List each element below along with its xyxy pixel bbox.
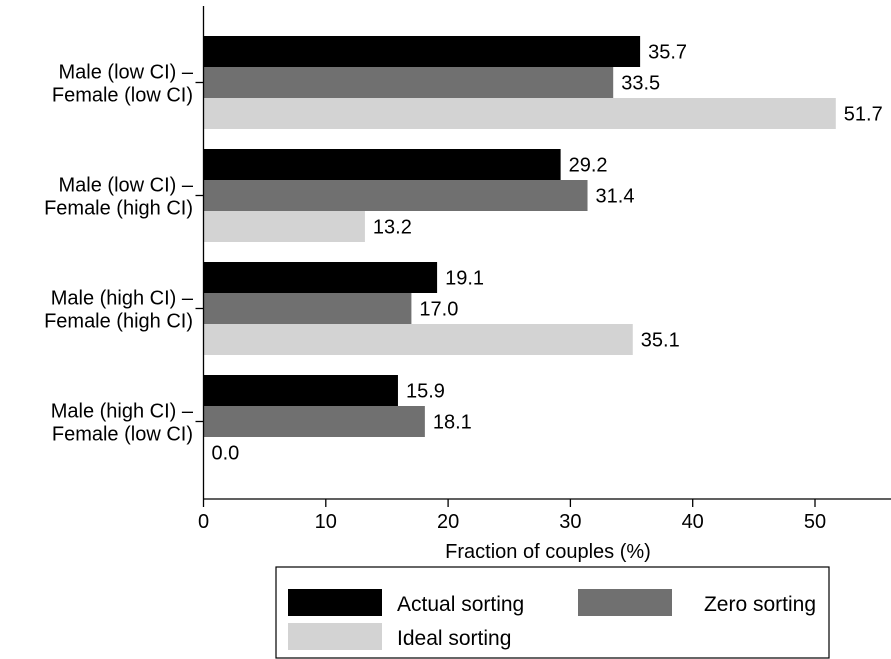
x-tick-label: 10: [315, 511, 337, 533]
value-label: 15.9: [406, 381, 445, 403]
category-label: Male (low CI) – Female (high CI): [44, 175, 194, 220]
value-label: 0.0: [212, 443, 240, 465]
category-labels-layer: Male (low CI) – Female (low CI)Male (low …: [44, 62, 194, 446]
bar-ideal-sorting-1: [203, 98, 836, 129]
value-labels-layer: 35.7 29.2 19.1 15.9 33.5 31.4 17.0 18.1 51.7 13.2…: [212, 42, 883, 465]
value-label: 51.7: [844, 104, 883, 126]
value-label: 17.0: [419, 299, 458, 321]
value-label: 19.1: [445, 268, 484, 290]
x-tick-label: 30: [559, 511, 581, 533]
bar-ideal-sorting-2: [203, 211, 365, 242]
category-label-line: Male (high CI) –: [51, 401, 194, 423]
legend-swatch: [288, 623, 382, 650]
x-axis-title: Fraction of couples (%): [445, 541, 651, 563]
bar-actual-sorting-4: [203, 375, 398, 406]
bar-actual-sorting-2: [203, 149, 561, 180]
value-label: 35.7: [648, 42, 687, 64]
y-ticks-layer: [195, 81, 204, 423]
bar-zero-sorting-3: [203, 293, 412, 324]
category-label-line: Male (low CI) –: [59, 62, 194, 84]
x-ticks-layer: 0 10 20 30 40 50: [198, 499, 826, 533]
bar-actual-sorting-1: [203, 36, 641, 67]
legend-label: Ideal sorting: [397, 627, 511, 650]
legend-label: Actual sorting: [397, 593, 524, 616]
bar-zero-sorting-4: [203, 406, 425, 437]
category-label-line: Female (high CI): [44, 198, 193, 220]
legend-swatch: [578, 589, 672, 616]
value-label: 35.1: [641, 330, 680, 352]
x-tick-label: 50: [804, 511, 826, 533]
bar-actual-sorting-3: [203, 262, 438, 293]
bar-zero-sorting-2: [203, 180, 588, 211]
category-label-line: Male (low CI) –: [59, 175, 194, 197]
category-label: Male (high CI) – Female (low CI): [51, 401, 194, 446]
category-label: Male (high CI) – Female (high CI): [44, 288, 194, 333]
category-label: Male (low CI) – Female (low CI): [52, 62, 194, 107]
value-label: 18.1: [433, 412, 472, 434]
bar-zero-sorting-1: [203, 67, 614, 98]
category-label-line: Female (low CI): [52, 85, 193, 107]
value-label: 29.2: [569, 155, 608, 177]
value-label: 13.2: [373, 217, 412, 239]
category-label-line: Female (high CI): [44, 311, 193, 333]
value-label: 31.4: [596, 186, 635, 208]
bar-ideal-sorting-3: [203, 324, 633, 355]
x-tick-label: 20: [437, 511, 459, 533]
legend: Actual sorting Zero sorting Ideal sorting: [275, 566, 830, 659]
category-label-line: Male (high CI) –: [51, 288, 194, 310]
legend-label: Zero sorting: [704, 593, 816, 616]
x-tick-label: 0: [198, 511, 209, 533]
category-label-line: Female (low CI): [52, 424, 193, 446]
value-label: 33.5: [621, 73, 660, 95]
bars-layer: [203, 36, 836, 437]
x-tick-label: 40: [682, 511, 704, 533]
legend-swatch: [288, 589, 382, 616]
